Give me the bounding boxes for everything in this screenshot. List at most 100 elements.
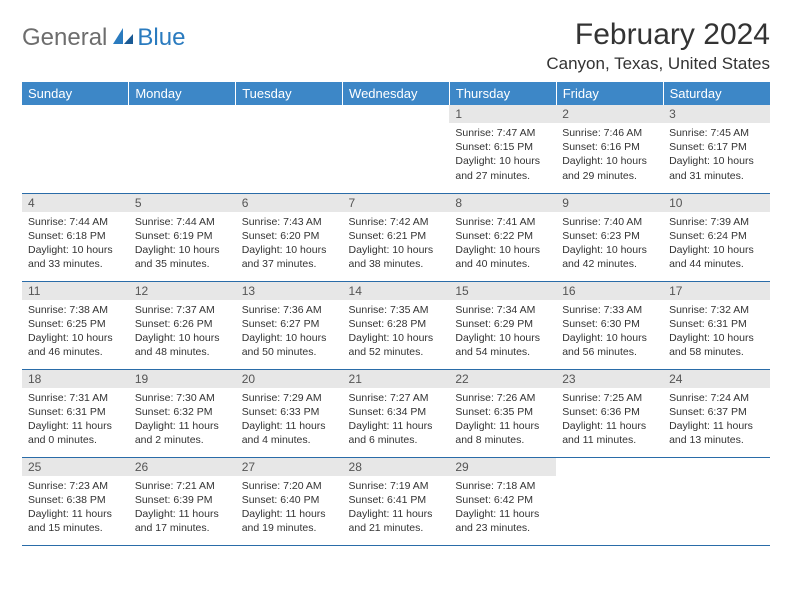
day-details: Sunrise: 7:35 AMSunset: 6:28 PMDaylight:… xyxy=(343,300,450,364)
day-details: Sunrise: 7:37 AMSunset: 6:26 PMDaylight:… xyxy=(129,300,236,364)
calendar-week-row: 4Sunrise: 7:44 AMSunset: 6:18 PMDaylight… xyxy=(22,193,770,281)
calendar-empty-cell xyxy=(556,457,663,545)
day-number: 7 xyxy=(343,194,450,212)
calendar-day-cell: 4Sunrise: 7:44 AMSunset: 6:18 PMDaylight… xyxy=(22,193,129,281)
day-number: 25 xyxy=(22,458,129,476)
location-text: Canyon, Texas, United States xyxy=(546,54,770,74)
day-details: Sunrise: 7:21 AMSunset: 6:39 PMDaylight:… xyxy=(129,476,236,540)
day-number: 16 xyxy=(556,282,663,300)
calendar-empty-cell xyxy=(129,105,236,193)
day-details: Sunrise: 7:18 AMSunset: 6:42 PMDaylight:… xyxy=(449,476,556,540)
calendar-day-cell: 27Sunrise: 7:20 AMSunset: 6:40 PMDayligh… xyxy=(236,457,343,545)
weekday-header: Tuesday xyxy=(236,82,343,105)
calendar-week-row: 11Sunrise: 7:38 AMSunset: 6:25 PMDayligh… xyxy=(22,281,770,369)
calendar-day-cell: 6Sunrise: 7:43 AMSunset: 6:20 PMDaylight… xyxy=(236,193,343,281)
calendar-day-cell: 1Sunrise: 7:47 AMSunset: 6:15 PMDaylight… xyxy=(449,105,556,193)
day-details: Sunrise: 7:36 AMSunset: 6:27 PMDaylight:… xyxy=(236,300,343,364)
day-details: Sunrise: 7:24 AMSunset: 6:37 PMDaylight:… xyxy=(663,388,770,452)
day-details: Sunrise: 7:43 AMSunset: 6:20 PMDaylight:… xyxy=(236,212,343,276)
day-number: 29 xyxy=(449,458,556,476)
day-number: 19 xyxy=(129,370,236,388)
day-number: 6 xyxy=(236,194,343,212)
calendar-day-cell: 12Sunrise: 7:37 AMSunset: 6:26 PMDayligh… xyxy=(129,281,236,369)
logo-text-general: General xyxy=(22,24,107,52)
calendar-day-cell: 14Sunrise: 7:35 AMSunset: 6:28 PMDayligh… xyxy=(343,281,450,369)
calendar-day-cell: 13Sunrise: 7:36 AMSunset: 6:27 PMDayligh… xyxy=(236,281,343,369)
weekday-header: Thursday xyxy=(449,82,556,105)
header: General Blue February 2024 Canyon, Texas… xyxy=(22,18,770,74)
day-number: 12 xyxy=(129,282,236,300)
calendar-day-cell: 21Sunrise: 7:27 AMSunset: 6:34 PMDayligh… xyxy=(343,369,450,457)
day-details: Sunrise: 7:34 AMSunset: 6:29 PMDaylight:… xyxy=(449,300,556,364)
calendar-day-cell: 5Sunrise: 7:44 AMSunset: 6:19 PMDaylight… xyxy=(129,193,236,281)
calendar-day-cell: 9Sunrise: 7:40 AMSunset: 6:23 PMDaylight… xyxy=(556,193,663,281)
day-number: 3 xyxy=(663,105,770,123)
calendar-day-cell: 25Sunrise: 7:23 AMSunset: 6:38 PMDayligh… xyxy=(22,457,129,545)
day-number: 24 xyxy=(663,370,770,388)
calendar-day-cell: 17Sunrise: 7:32 AMSunset: 6:31 PMDayligh… xyxy=(663,281,770,369)
calendar-day-cell: 11Sunrise: 7:38 AMSunset: 6:25 PMDayligh… xyxy=(22,281,129,369)
day-number: 5 xyxy=(129,194,236,212)
weekday-header: Saturday xyxy=(663,82,770,105)
day-number: 2 xyxy=(556,105,663,123)
day-details: Sunrise: 7:40 AMSunset: 6:23 PMDaylight:… xyxy=(556,212,663,276)
day-details: Sunrise: 7:26 AMSunset: 6:35 PMDaylight:… xyxy=(449,388,556,452)
calendar-day-cell: 23Sunrise: 7:25 AMSunset: 6:36 PMDayligh… xyxy=(556,369,663,457)
day-details: Sunrise: 7:33 AMSunset: 6:30 PMDaylight:… xyxy=(556,300,663,364)
day-details: Sunrise: 7:30 AMSunset: 6:32 PMDaylight:… xyxy=(129,388,236,452)
day-number: 8 xyxy=(449,194,556,212)
calendar-day-cell: 3Sunrise: 7:45 AMSunset: 6:17 PMDaylight… xyxy=(663,105,770,193)
weekday-header: Friday xyxy=(556,82,663,105)
day-number: 27 xyxy=(236,458,343,476)
calendar-empty-cell xyxy=(236,105,343,193)
day-details: Sunrise: 7:38 AMSunset: 6:25 PMDaylight:… xyxy=(22,300,129,364)
sail-icon xyxy=(111,26,135,51)
day-details: Sunrise: 7:29 AMSunset: 6:33 PMDaylight:… xyxy=(236,388,343,452)
calendar-empty-cell xyxy=(22,105,129,193)
calendar-body: 1Sunrise: 7:47 AMSunset: 6:15 PMDaylight… xyxy=(22,105,770,545)
title-block: February 2024 Canyon, Texas, United Stat… xyxy=(546,18,770,74)
day-details: Sunrise: 7:47 AMSunset: 6:15 PMDaylight:… xyxy=(449,123,556,187)
day-details: Sunrise: 7:25 AMSunset: 6:36 PMDaylight:… xyxy=(556,388,663,452)
day-number: 20 xyxy=(236,370,343,388)
calendar-week-row: 1Sunrise: 7:47 AMSunset: 6:15 PMDaylight… xyxy=(22,105,770,193)
day-details: Sunrise: 7:19 AMSunset: 6:41 PMDaylight:… xyxy=(343,476,450,540)
day-number: 13 xyxy=(236,282,343,300)
calendar-day-cell: 15Sunrise: 7:34 AMSunset: 6:29 PMDayligh… xyxy=(449,281,556,369)
day-details: Sunrise: 7:23 AMSunset: 6:38 PMDaylight:… xyxy=(22,476,129,540)
weekday-header: Sunday xyxy=(22,82,129,105)
day-number: 18 xyxy=(22,370,129,388)
calendar-week-row: 25Sunrise: 7:23 AMSunset: 6:38 PMDayligh… xyxy=(22,457,770,545)
day-details: Sunrise: 7:27 AMSunset: 6:34 PMDaylight:… xyxy=(343,388,450,452)
calendar-day-cell: 2Sunrise: 7:46 AMSunset: 6:16 PMDaylight… xyxy=(556,105,663,193)
calendar-day-cell: 26Sunrise: 7:21 AMSunset: 6:39 PMDayligh… xyxy=(129,457,236,545)
logo: General Blue xyxy=(22,18,185,52)
calendar-day-cell: 18Sunrise: 7:31 AMSunset: 6:31 PMDayligh… xyxy=(22,369,129,457)
day-number: 22 xyxy=(449,370,556,388)
day-number: 14 xyxy=(343,282,450,300)
day-number: 11 xyxy=(22,282,129,300)
day-number: 1 xyxy=(449,105,556,123)
day-number: 26 xyxy=(129,458,236,476)
day-details: Sunrise: 7:41 AMSunset: 6:22 PMDaylight:… xyxy=(449,212,556,276)
day-number: 17 xyxy=(663,282,770,300)
day-number: 9 xyxy=(556,194,663,212)
calendar-table: SundayMondayTuesdayWednesdayThursdayFrid… xyxy=(22,82,770,546)
page-title: February 2024 xyxy=(546,18,770,52)
calendar-day-cell: 10Sunrise: 7:39 AMSunset: 6:24 PMDayligh… xyxy=(663,193,770,281)
day-details: Sunrise: 7:44 AMSunset: 6:18 PMDaylight:… xyxy=(22,212,129,276)
calendar-day-cell: 8Sunrise: 7:41 AMSunset: 6:22 PMDaylight… xyxy=(449,193,556,281)
weekday-header-row: SundayMondayTuesdayWednesdayThursdayFrid… xyxy=(22,82,770,105)
day-details: Sunrise: 7:46 AMSunset: 6:16 PMDaylight:… xyxy=(556,123,663,187)
calendar-empty-cell xyxy=(663,457,770,545)
calendar-day-cell: 28Sunrise: 7:19 AMSunset: 6:41 PMDayligh… xyxy=(343,457,450,545)
calendar-day-cell: 24Sunrise: 7:24 AMSunset: 6:37 PMDayligh… xyxy=(663,369,770,457)
day-details: Sunrise: 7:20 AMSunset: 6:40 PMDaylight:… xyxy=(236,476,343,540)
day-number: 28 xyxy=(343,458,450,476)
day-details: Sunrise: 7:31 AMSunset: 6:31 PMDaylight:… xyxy=(22,388,129,452)
calendar-day-cell: 19Sunrise: 7:30 AMSunset: 6:32 PMDayligh… xyxy=(129,369,236,457)
weekday-header: Monday xyxy=(129,82,236,105)
day-number: 4 xyxy=(22,194,129,212)
day-number: 21 xyxy=(343,370,450,388)
day-details: Sunrise: 7:39 AMSunset: 6:24 PMDaylight:… xyxy=(663,212,770,276)
